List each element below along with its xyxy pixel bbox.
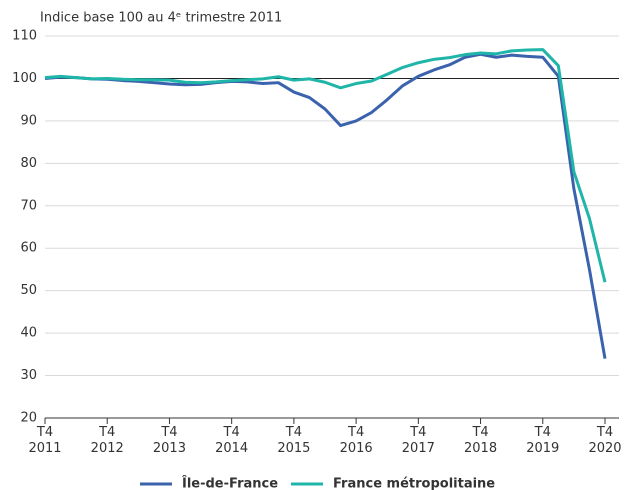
x-tick-label: T4 2014 [215,425,248,456]
x-tick-label: T4 2012 [91,425,124,456]
x-tick-label: T4 2019 [526,425,559,456]
y-tick-label: 30 [20,368,37,383]
y-tick-label: 100 [12,71,37,86]
y-tick-label: 110 [12,29,37,44]
chart-title: Indice base 100 au 4ᵉ trimestre 2011 [40,11,282,26]
legend-label: Île-de-France [182,476,278,490]
x-tick-label: T4 2015 [277,425,310,456]
y-tick-label: 40 [20,326,37,341]
y-tick-label: 60 [20,241,37,256]
x-tick-label: T4 2011 [28,425,61,456]
y-tick-label: 50 [20,283,37,298]
x-tick-label: T4 2018 [464,425,497,456]
x-tick-label: T4 2013 [153,425,186,456]
x-tick-label: T4 2017 [402,425,435,456]
y-tick-label: 90 [20,113,37,128]
x-tick-label: T4 2020 [588,425,621,456]
x-tick-label: T4 2016 [340,425,373,456]
y-tick-label: 20 [20,411,37,426]
series-line [44,48,607,283]
y-tick-label: 80 [20,156,37,171]
series-line [44,52,607,359]
y-tick-label: 70 [20,198,37,213]
legend-label: France métropolitaine [333,477,495,490]
